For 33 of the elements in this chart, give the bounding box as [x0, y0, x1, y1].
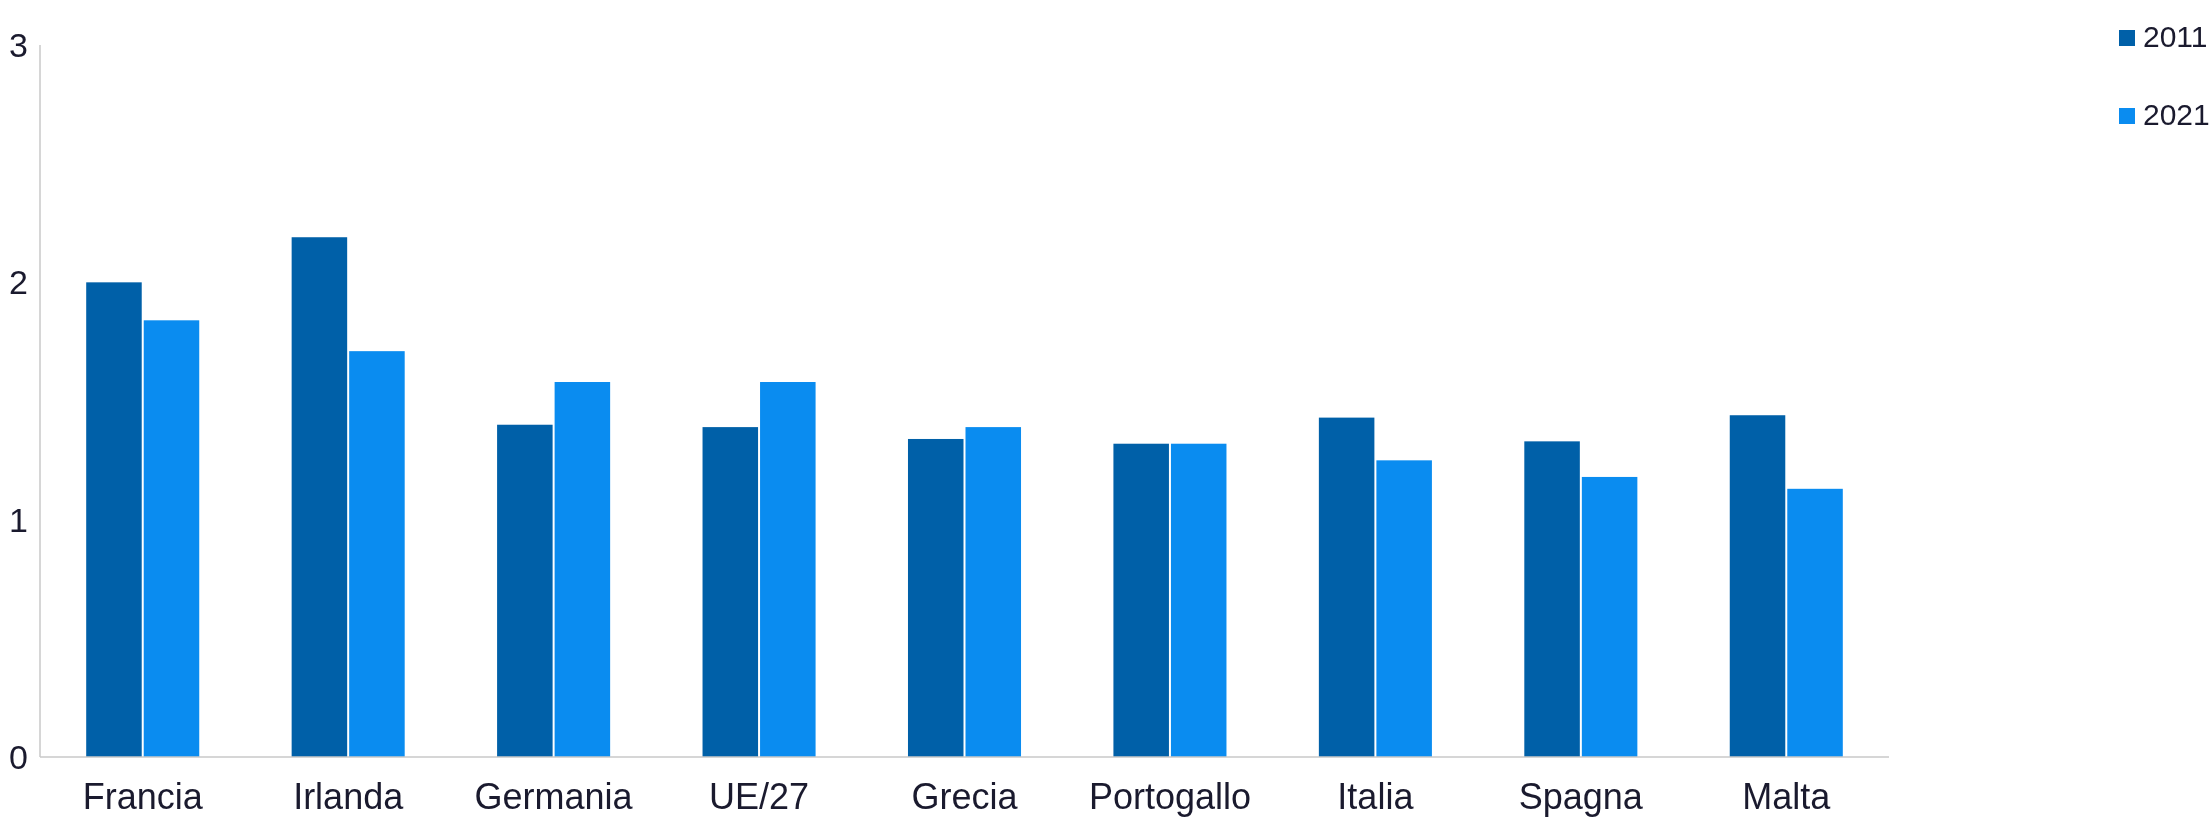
bar — [1729, 415, 1786, 757]
bar — [143, 320, 200, 757]
legend-label: 2011 — [2143, 20, 2208, 53]
bar — [965, 427, 1022, 757]
y-tick-label: 3 — [9, 25, 28, 64]
bar — [497, 424, 553, 757]
bar — [1376, 460, 1432, 757]
bar — [291, 237, 348, 757]
bar — [349, 351, 405, 757]
x-tick-label: Grecia — [911, 776, 1019, 817]
bar — [86, 282, 142, 757]
x-tick-label: Spagna — [1518, 776, 1644, 817]
bar — [907, 438, 964, 757]
bar — [1113, 443, 1169, 757]
bar — [702, 427, 759, 757]
y-tick-label: 2 — [9, 263, 28, 302]
x-tick-label: Malta — [1742, 776, 1832, 817]
bar — [1318, 417, 1375, 757]
bar — [1787, 488, 1843, 757]
bar — [760, 382, 816, 757]
x-tick-label: Irlanda — [293, 776, 405, 817]
x-tick-label: Italia — [1337, 776, 1415, 817]
bar — [554, 382, 611, 757]
y-tick-label: 0 — [9, 737, 28, 776]
y-tick-label: 1 — [9, 500, 28, 539]
bar — [1581, 476, 1638, 757]
x-tick-label: UE/27 — [709, 776, 810, 817]
bar — [1170, 443, 1227, 757]
x-tick-label: Portogallo — [1088, 776, 1251, 817]
x-tick-label: Francia — [82, 776, 204, 817]
legend-label: 2021 — [2143, 98, 2209, 131]
bar — [1524, 441, 1580, 757]
x-tick-label: Germania — [474, 776, 634, 817]
